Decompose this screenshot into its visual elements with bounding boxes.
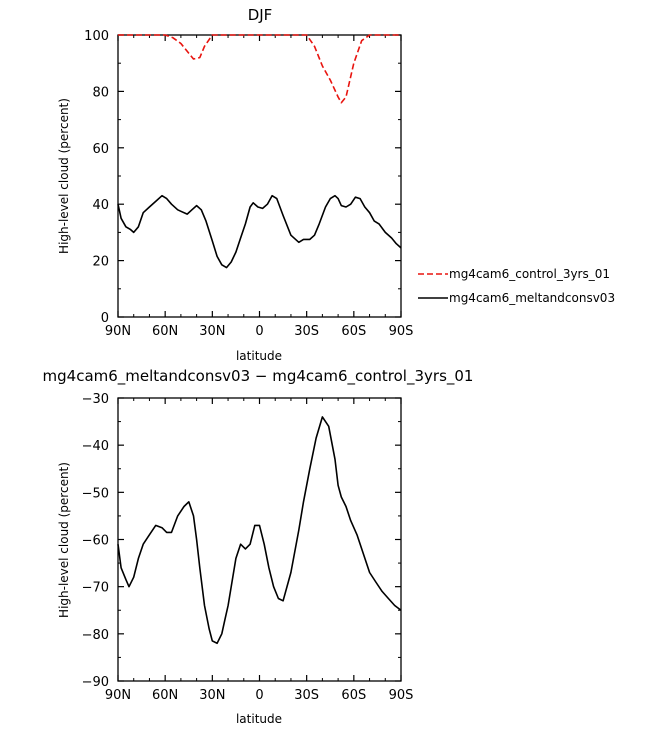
x-axis-label-top: latitude xyxy=(236,349,282,363)
legend: mg4cam6_control_3yrs_01 mg4cam6_meltandc… xyxy=(418,267,615,305)
y-tick-label-top: 20 xyxy=(92,255,109,270)
y-tick-label-bottom: −60 xyxy=(82,534,109,549)
x-tick-label-bottom: 60S xyxy=(341,688,366,703)
y-tick-label-top: 40 xyxy=(92,198,109,213)
x-tick-label-top: 90N xyxy=(105,324,131,339)
chart-top-djf: DJF 90N 60N 30N 0 30S 60S 90S 0 20 40 60 80 100 lati… xyxy=(57,6,615,363)
y-tick-label-top: 80 xyxy=(92,85,109,100)
legend-label-meltandconsv: mg4cam6_meltandconsv03 xyxy=(449,291,615,305)
x-tick-label-bottom: 30S xyxy=(294,688,319,703)
y-tick-label-bottom: −90 xyxy=(82,675,109,690)
x-tick-label-bottom: 30N xyxy=(199,688,225,703)
x-tick-label-bottom: 90N xyxy=(105,688,131,703)
y-axis-label-top: High-level cloud (percent) xyxy=(57,98,71,254)
series-line-bottom-difference xyxy=(117,416,402,645)
chart-title-bottom: mg4cam6_meltandconsv03 − mg4cam6_control… xyxy=(43,367,474,386)
y-axis-label-bottom: High-level cloud (percent) xyxy=(57,462,71,618)
x-tick-label-bottom: 90S xyxy=(389,688,414,703)
y-tick-label-top: 0 xyxy=(101,311,109,326)
x-tick-label-top: 60N xyxy=(152,324,178,339)
x-tick-label-top: 90S xyxy=(389,324,414,339)
x-tick-label-bottom: 60N xyxy=(152,688,178,703)
chart-title-top: DJF xyxy=(248,6,273,24)
series-line-top-mg4cam6_control_3yrs_01 xyxy=(118,34,401,104)
x-axis-label-bottom: latitude xyxy=(236,712,282,726)
x-tick-label-top: 0 xyxy=(255,324,263,339)
series-line-top-mg4cam6_meltandconsv03 xyxy=(117,194,402,269)
y-tick-label-top: 100 xyxy=(84,29,109,44)
x-tick-label-top: 30S xyxy=(294,324,319,339)
x-tick-label-top: 60S xyxy=(341,324,366,339)
y-tick-label-bottom: −50 xyxy=(82,486,109,501)
legend-label-control: mg4cam6_control_3yrs_01 xyxy=(449,267,610,281)
y-tick-label-top: 60 xyxy=(92,142,109,157)
y-tick-label-bottom: −80 xyxy=(82,628,109,643)
plot-frame-top xyxy=(117,34,402,318)
x-tick-label-bottom: 0 xyxy=(255,688,263,703)
y-tick-label-bottom: −30 xyxy=(82,392,109,407)
chart-bottom-difference: mg4cam6_meltandconsv03 − mg4cam6_control… xyxy=(43,367,474,726)
x-tick-label-top: 30N xyxy=(199,324,225,339)
y-tick-label-bottom: −40 xyxy=(82,439,109,454)
y-tick-label-bottom: −70 xyxy=(82,581,109,596)
